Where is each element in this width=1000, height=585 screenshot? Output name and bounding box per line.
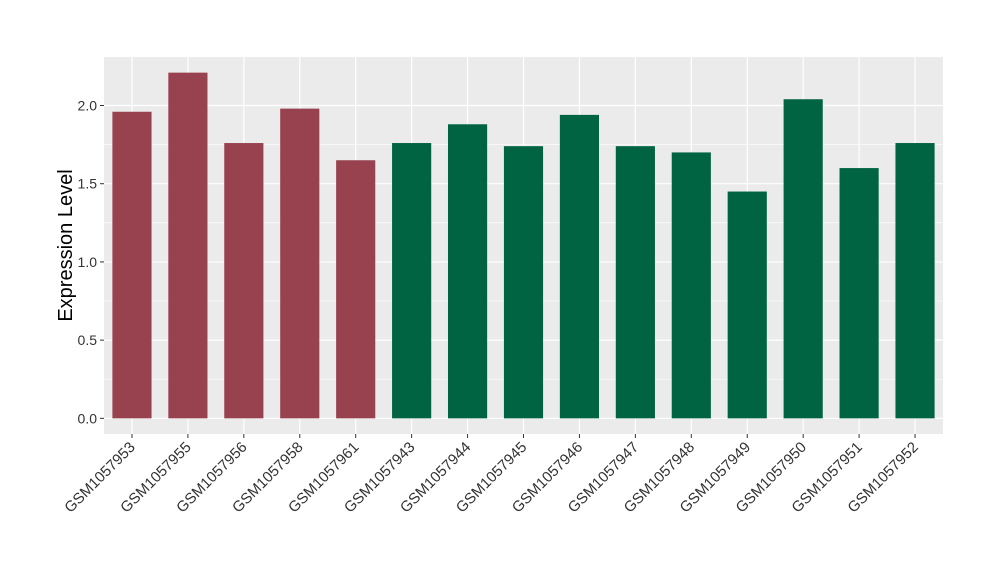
bar-GSM1057948 <box>671 152 711 419</box>
bar-GSM1057949 <box>727 191 767 419</box>
x-axis: GSM1057953GSM1057955GSM1057956GSM1057958… <box>61 434 922 516</box>
bar-GSM1057945 <box>503 146 544 419</box>
bar-series <box>112 72 935 419</box>
bar-GSM1057951 <box>839 168 879 419</box>
y-tick-label: 0.5 <box>78 332 98 348</box>
y-axis-title: Expression Level <box>55 169 77 321</box>
y-tick-label: 1.0 <box>78 254 98 270</box>
bar-GSM1057952 <box>895 143 935 419</box>
bar-GSM1057946 <box>559 114 600 419</box>
bar-GSM1057944 <box>447 124 488 419</box>
bar-GSM1057947 <box>615 146 655 419</box>
y-axis: 0.0 0.5 1.0 1.5 2.0 <box>78 97 104 426</box>
bar-GSM1057956 <box>224 143 264 419</box>
y-tick-label: 1.5 <box>78 176 98 192</box>
bar-GSM1057961 <box>336 160 376 419</box>
bar-GSM1057955 <box>168 72 208 419</box>
bar-GSM1057943 <box>392 143 432 419</box>
bar-GSM1057950 <box>783 99 823 419</box>
bar-GSM1057953 <box>112 111 152 419</box>
y-tick-label: 0.0 <box>78 410 98 426</box>
y-tick-label: 2.0 <box>78 97 98 113</box>
bar-GSM1057958 <box>280 108 320 419</box>
